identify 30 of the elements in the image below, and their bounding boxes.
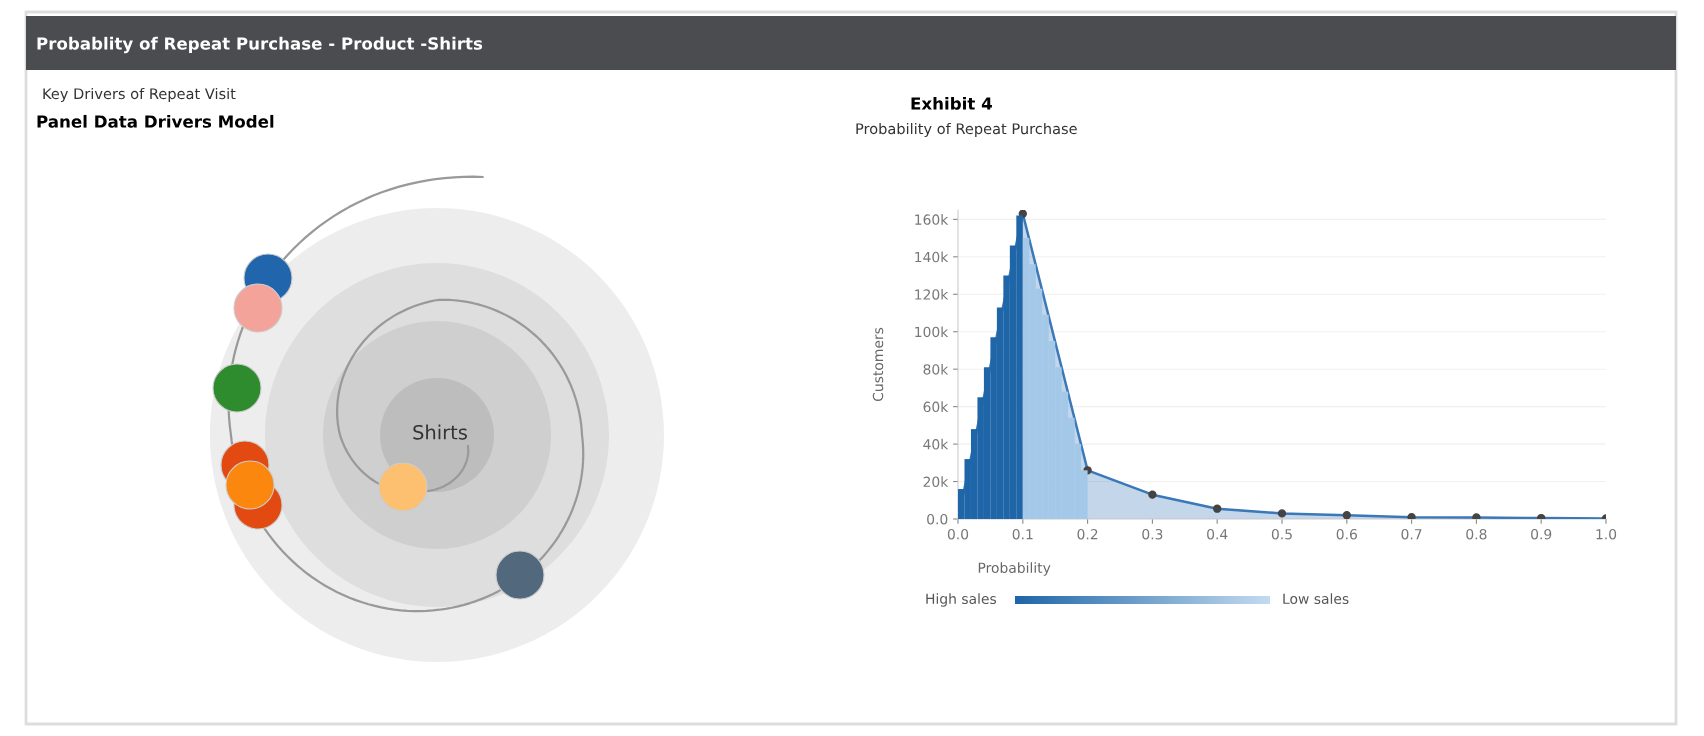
- y-tick-label: 160k: [915, 214, 949, 225]
- y-tick-label: 40k: [923, 438, 949, 450]
- y-tick-label: 0.0: [927, 513, 948, 525]
- y-tick-label: 20k: [923, 476, 949, 488]
- text: Key Drivers of Repeat Visit: [43, 87, 236, 103]
- y-tick-label: 100k: [915, 326, 949, 338]
- y-tick-label: 80k: [923, 363, 949, 375]
- chart-title: Exhibit 4: [911, 96, 992, 110]
- x-tick-label: 0.8: [1466, 528, 1487, 540]
- text: Low sales: [1283, 593, 1349, 605]
- x-tick-label: 0.0: [947, 528, 969, 540]
- y-axis-title: Customers: [872, 327, 884, 402]
- y-tick-label: 120k: [915, 289, 949, 300]
- x-tick-label: 0.7: [1401, 528, 1422, 540]
- text: Panel Data Drivers Model: [37, 114, 274, 128]
- x-tick-label: 0.5: [1271, 528, 1292, 540]
- y-tick-label: 60k: [923, 401, 949, 413]
- x-tick-label: 0.2: [1077, 528, 1098, 540]
- x-axis-title: Probability: [978, 562, 1051, 576]
- x-tick-label: 1.0: [1596, 528, 1617, 540]
- x-tick-label: 0.4: [1207, 528, 1228, 540]
- text: High sales: [926, 593, 997, 607]
- x-tick-label: 0.6: [1336, 528, 1357, 540]
- text: Probablity of Repeat Purchase - Product -Shirts: [37, 36, 483, 54]
- x-tick-label: 0.9: [1531, 528, 1552, 540]
- text: Shirts: [413, 424, 467, 440]
- chart-subtitle: Probability of Repeat Purchase: [856, 122, 1077, 138]
- x-tick-label: 0.3: [1142, 528, 1163, 540]
- y-tick-label: 140k: [915, 251, 949, 263]
- x-tick-label: 0.1: [1012, 528, 1033, 540]
